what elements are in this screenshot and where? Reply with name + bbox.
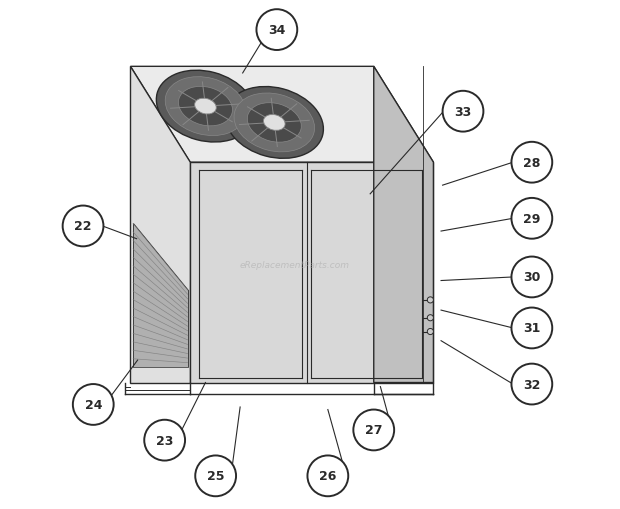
Polygon shape bbox=[130, 67, 190, 383]
Circle shape bbox=[353, 410, 394, 450]
Ellipse shape bbox=[179, 87, 232, 127]
Text: 34: 34 bbox=[268, 24, 286, 37]
Text: 33: 33 bbox=[454, 105, 472, 119]
Text: 28: 28 bbox=[523, 156, 541, 169]
Text: 26: 26 bbox=[319, 469, 337, 483]
Circle shape bbox=[195, 456, 236, 496]
Circle shape bbox=[512, 143, 552, 183]
Circle shape bbox=[427, 329, 433, 335]
Text: 22: 22 bbox=[74, 220, 92, 233]
Ellipse shape bbox=[165, 77, 246, 136]
Text: 30: 30 bbox=[523, 271, 541, 284]
Text: 31: 31 bbox=[523, 322, 541, 335]
Circle shape bbox=[512, 364, 552, 405]
Text: 24: 24 bbox=[84, 398, 102, 411]
Circle shape bbox=[512, 308, 552, 349]
Text: eReplacementParts.com: eReplacementParts.com bbox=[240, 260, 350, 269]
Ellipse shape bbox=[234, 94, 314, 153]
Circle shape bbox=[257, 10, 297, 51]
Polygon shape bbox=[133, 224, 188, 367]
Polygon shape bbox=[130, 67, 433, 163]
Circle shape bbox=[427, 297, 433, 303]
Circle shape bbox=[512, 257, 552, 298]
Circle shape bbox=[63, 206, 104, 247]
Ellipse shape bbox=[264, 116, 285, 131]
Text: 23: 23 bbox=[156, 434, 174, 447]
Ellipse shape bbox=[225, 88, 324, 159]
Text: 29: 29 bbox=[523, 212, 541, 225]
Ellipse shape bbox=[195, 99, 216, 115]
Text: 27: 27 bbox=[365, 423, 383, 437]
Ellipse shape bbox=[247, 103, 301, 143]
Text: 32: 32 bbox=[523, 378, 541, 391]
Circle shape bbox=[427, 315, 433, 321]
Polygon shape bbox=[190, 163, 433, 383]
Polygon shape bbox=[374, 67, 433, 383]
Circle shape bbox=[512, 199, 552, 239]
Circle shape bbox=[308, 456, 348, 496]
Circle shape bbox=[144, 420, 185, 461]
Circle shape bbox=[443, 92, 484, 132]
Ellipse shape bbox=[156, 71, 255, 143]
Circle shape bbox=[73, 384, 113, 425]
Text: 25: 25 bbox=[207, 469, 224, 483]
